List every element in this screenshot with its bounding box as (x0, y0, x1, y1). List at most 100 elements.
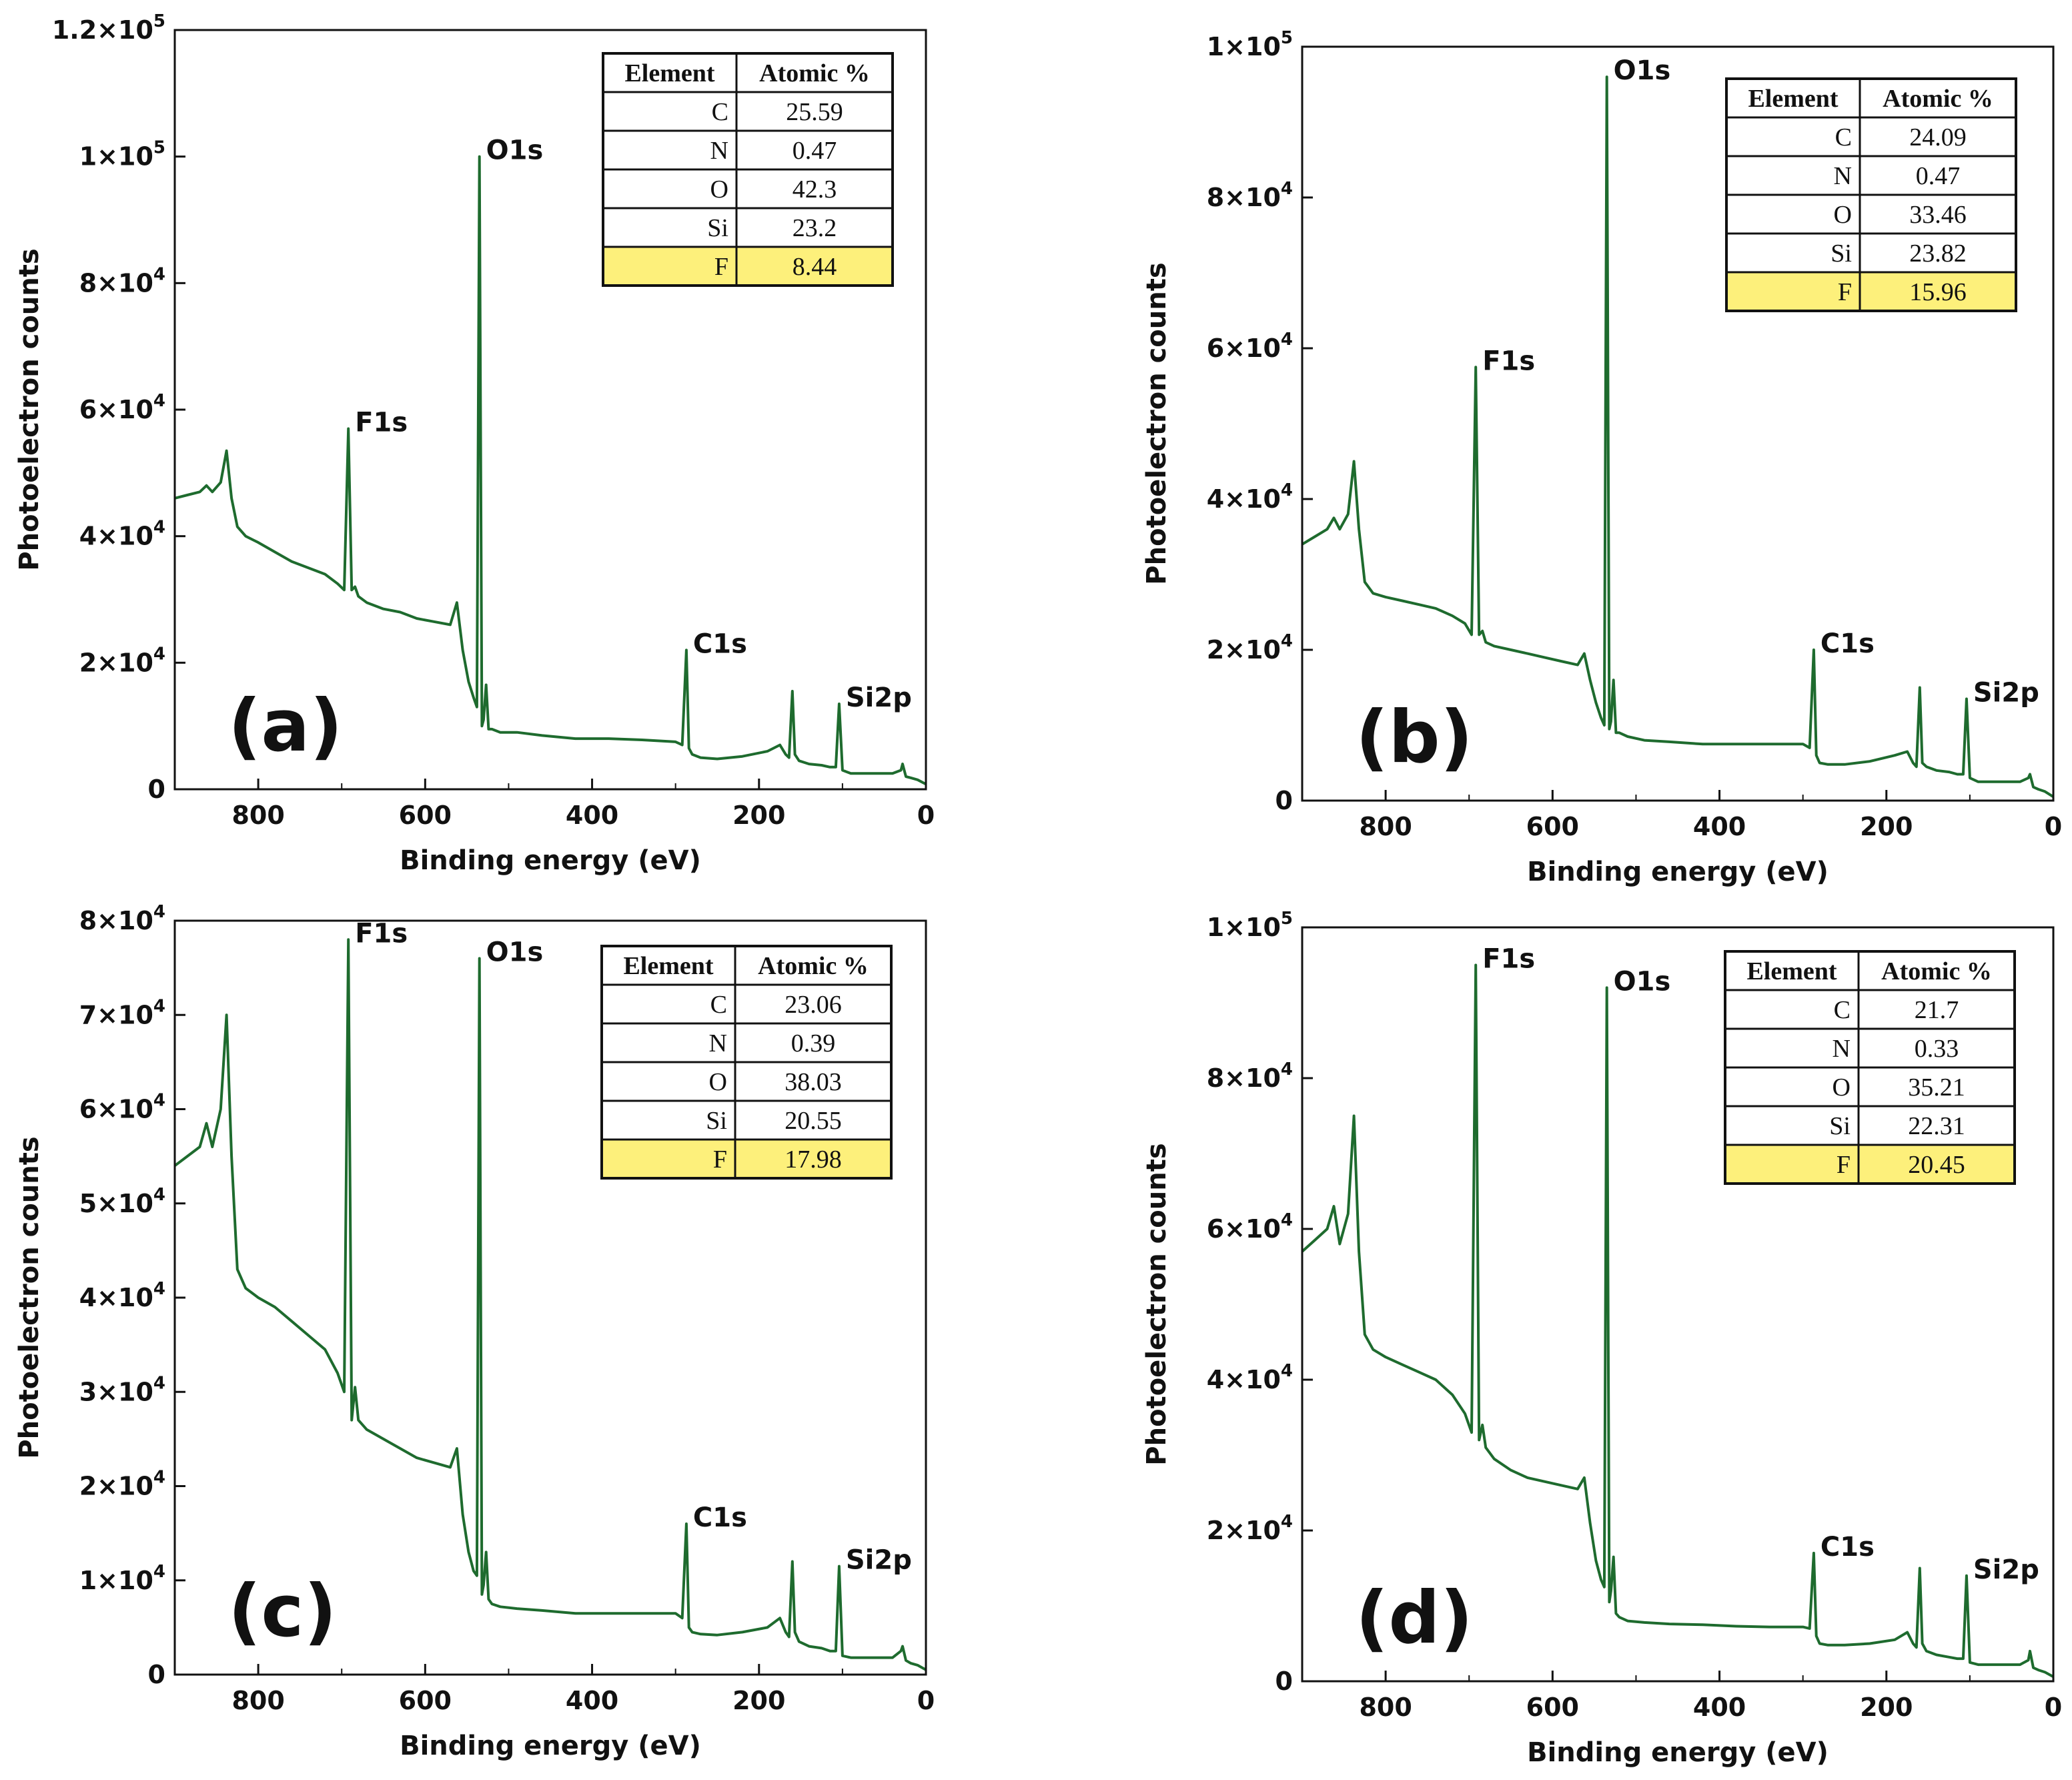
table-atomic-value: 0.39 (791, 1029, 836, 1057)
y-tick-label: 8×104 (1207, 179, 1293, 212)
y-axis-title: Photoelectron counts (1141, 1143, 1172, 1465)
peak-label-si2p: Si2p (846, 1545, 912, 1576)
plot-frame (1301, 45, 2055, 802)
table-border (600, 945, 893, 1180)
y-tick-label: 5×104 (79, 1185, 165, 1218)
y-tick-label: 1.2×105 (52, 11, 165, 45)
x-tick-label: 600 (1526, 812, 1579, 841)
table-atomic-value: 25.59 (786, 98, 843, 126)
table-header-element: Element (1746, 957, 1837, 985)
panel-a: 800 600 400 200 0 0 2×104 4×104 6×104 8×104 1×105 1… (14, 11, 935, 876)
table-atomic-value: 8.44 (793, 253, 837, 281)
atomic-table: Element Atomic % C 25.59 N 0.47 O 42.3 Si 23.2 F 8.… (602, 52, 894, 287)
table-atomic-value: 17.98 (785, 1146, 842, 1174)
panel-letter: (c) (228, 1570, 337, 1653)
table-element: C (712, 98, 728, 126)
table-header-element: Element (1748, 85, 1838, 113)
panel-letter: (b) (1356, 696, 1473, 779)
panel-letter: (d) (1356, 1577, 1473, 1660)
x-tick-label: 0 (2045, 1693, 2062, 1722)
table-atomic-value: 0.33 (1915, 1035, 1959, 1063)
table-atomic-value: 22.31 (1908, 1112, 1965, 1140)
table-element: F (1837, 1151, 1851, 1179)
x-tick-label: 200 (732, 801, 785, 830)
table-atomic-value: 23.2 (793, 214, 837, 242)
table-cell (1724, 1066, 1860, 1107)
plot-frame (1301, 926, 2055, 1683)
peak-label-o1s: O1s (1614, 55, 1671, 86)
peak-label-c1s: C1s (693, 628, 747, 659)
peak-label-f1s: F1s (1482, 944, 1535, 975)
table-element: Si (1829, 1112, 1851, 1140)
table-header-atomic: Atomic % (758, 952, 869, 980)
table-atomic-value: 0.47 (793, 137, 837, 165)
y-tick-label: 2×104 (79, 1468, 165, 1501)
peak-label-f1s: F1s (355, 407, 408, 438)
table-element: O (710, 175, 728, 203)
x-tick-label: 400 (566, 801, 618, 830)
y-tick-label: 0 (1275, 786, 1293, 815)
table-element: Si (1831, 240, 1852, 268)
table-atomic-value: 23.82 (1909, 240, 1967, 268)
table-border (602, 52, 894, 287)
x-tick-label: 200 (1860, 812, 1913, 841)
x-tick-label: 800 (231, 801, 284, 830)
x-tick-label: 600 (399, 1686, 452, 1715)
x-tick-label: 400 (566, 1686, 618, 1715)
y-tick-label: 2×104 (1207, 1512, 1293, 1545)
peak-label-c1s: C1s (1821, 628, 1875, 659)
table-atomic-value: 20.45 (1908, 1151, 1965, 1179)
y-tick-label: 1×104 (79, 1562, 165, 1595)
x-tick-label: 800 (1359, 1693, 1412, 1722)
table-cell (1724, 1027, 1860, 1069)
y-tick-label: 6×104 (79, 391, 165, 424)
peak-label-f1s: F1s (1482, 346, 1535, 376)
panel-c: 800 600 400 200 0 0 1×104 2×104 3×104 4×104 5×104 6… (14, 902, 935, 1761)
x-tick-label: 0 (2045, 812, 2062, 841)
table-cell (735, 52, 894, 93)
spectrum-line (174, 155, 927, 786)
peak-label-si2p: Si2p (1973, 677, 2039, 708)
table-element: O (1834, 201, 1852, 229)
table-cell (1859, 193, 2017, 235)
table-element: Si (707, 214, 728, 242)
y-tick-label: 4×104 (79, 1279, 165, 1312)
table-atomic-value: 42.3 (793, 175, 837, 203)
table-atomic-value: 21.7 (1915, 996, 1959, 1024)
x-tick-label: 200 (1860, 1693, 1913, 1722)
table-cell (1724, 989, 1860, 1030)
peak-label-o1s: O1s (1614, 966, 1671, 997)
x-tick-label: 400 (1693, 1693, 1746, 1722)
table-cell (602, 246, 738, 287)
x-axis-title: Binding energy (eV) (1527, 857, 1829, 887)
table-element: N (1833, 1035, 1851, 1063)
y-tick-label: 0 (148, 1660, 165, 1689)
peak-label-si2p: Si2p (1973, 1554, 2039, 1585)
table-element: N (710, 137, 728, 165)
table-element: C (1835, 123, 1852, 151)
y-axis-title: Photoelectron counts (14, 1136, 45, 1458)
table-element: F (714, 253, 728, 281)
peak-label-c1s: C1s (1821, 1532, 1875, 1563)
table-element: N (709, 1029, 727, 1057)
table-cell (734, 1099, 893, 1141)
y-tick-label: 6×104 (1207, 330, 1293, 363)
peak-label-o1s: O1s (486, 135, 544, 166)
table-atomic-value: 20.55 (785, 1107, 842, 1135)
table-element: N (1834, 162, 1852, 190)
y-tick-label: 4×104 (1207, 480, 1293, 514)
y-tick-label: 8×104 (79, 264, 165, 298)
atomic-table: Element Atomic % C 24.09 N 0.47 O 33.46 Si 23.82 F… (1725, 77, 2017, 312)
table-element: F (713, 1146, 727, 1174)
x-tick-label: 600 (1526, 1693, 1579, 1722)
x-tick-label: 800 (1359, 812, 1412, 841)
spectrum-line (173, 938, 927, 1671)
table-atomic-value: 33.46 (1909, 201, 1967, 229)
y-tick-label: 8×104 (1207, 1059, 1293, 1093)
table-cell (1859, 155, 2017, 196)
table-element: F (1838, 278, 1852, 306)
peak-label-c1s: C1s (693, 1502, 747, 1533)
table-atomic-value: 24.09 (1909, 123, 1967, 151)
table-cell (1859, 232, 2017, 274)
table-cell (1857, 1066, 2016, 1107)
